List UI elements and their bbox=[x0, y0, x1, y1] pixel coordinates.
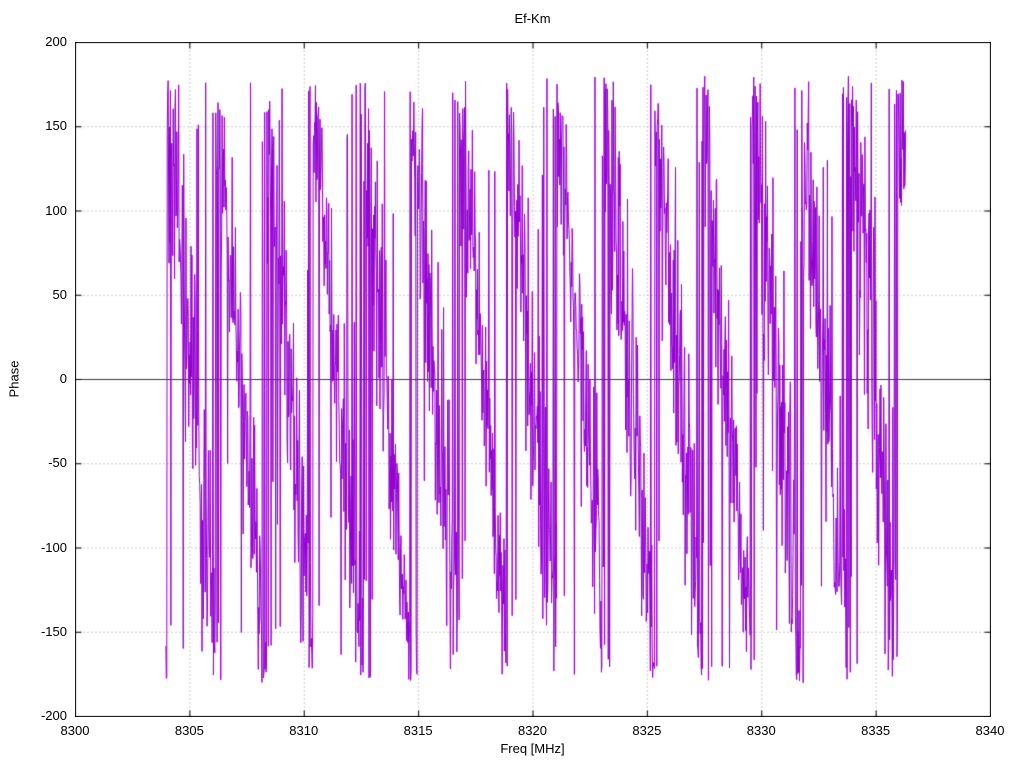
x-tick-label: 8335 bbox=[861, 723, 891, 738]
y-tick-label: -150 bbox=[40, 623, 67, 639]
x-tick-label: 8330 bbox=[746, 723, 776, 738]
y-axis-label: Phase bbox=[6, 360, 22, 398]
y-tick-label: -100 bbox=[40, 539, 67, 555]
y-tick-label: 0 bbox=[59, 371, 67, 386]
x-tick-label: 8310 bbox=[289, 723, 319, 738]
y-tick-label: -50 bbox=[48, 455, 67, 471]
x-tick-label: 8305 bbox=[174, 723, 204, 738]
x-tick-label: 8320 bbox=[518, 723, 547, 738]
x-tick-label: 8325 bbox=[632, 723, 662, 738]
y-tick-label: 150 bbox=[45, 118, 67, 134]
x-tick-label: 8315 bbox=[403, 723, 433, 738]
chart-title: Ef-Km bbox=[514, 11, 551, 26]
y-tick-label: 50 bbox=[52, 286, 67, 302]
y-tick-label: 100 bbox=[45, 202, 67, 218]
x-axis-label: Freq [MHz] bbox=[500, 741, 565, 756]
y-tick-label: 200 bbox=[45, 34, 67, 49]
y-tick-label: -200 bbox=[40, 708, 67, 723]
x-tick-label: 8300 bbox=[60, 723, 90, 738]
x-tick-label: 8340 bbox=[975, 723, 1005, 738]
plot-area bbox=[75, 42, 991, 717]
